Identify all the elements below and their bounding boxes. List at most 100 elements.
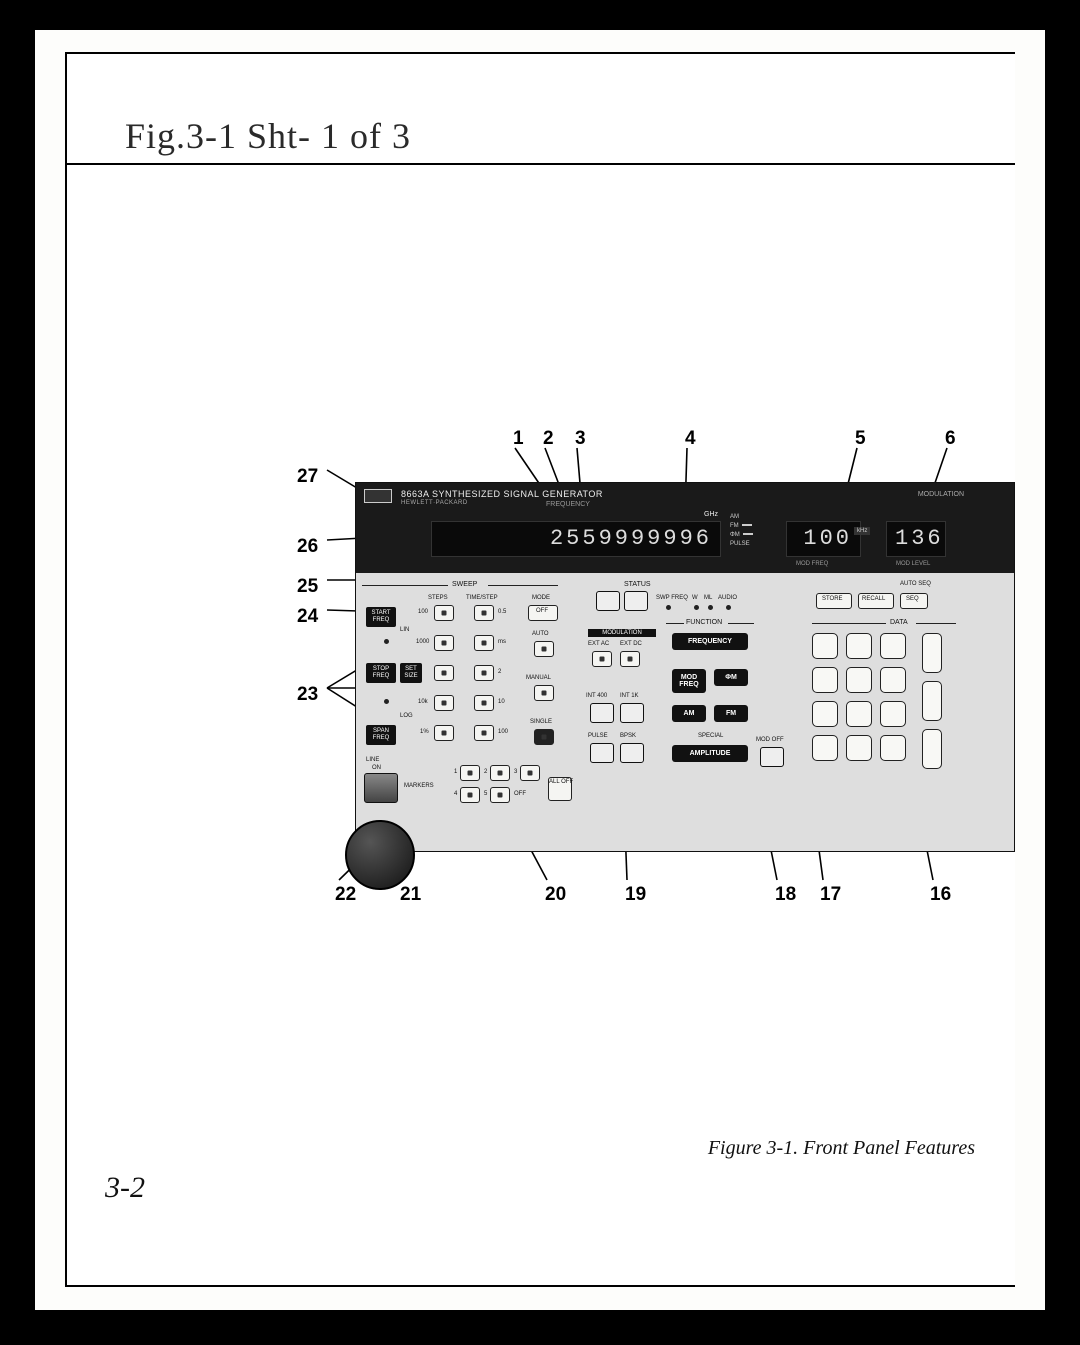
callout-23: 23 (297, 684, 318, 706)
frequency-section-label: FREQUENCY (546, 501, 590, 508)
step-setsize-button[interactable] (434, 665, 454, 681)
rule (916, 623, 956, 624)
marker-3-button[interactable] (520, 765, 540, 781)
khz-unit-label: kHz (854, 527, 870, 535)
mk-all-label: ALL OFF (549, 779, 573, 786)
special-label: SPECIAL (698, 733, 723, 739)
mode-auto-label: AUTO (532, 631, 549, 637)
hp-logo (364, 489, 392, 503)
keypad-minus[interactable] (880, 735, 906, 761)
timestep-05-button[interactable] (474, 605, 494, 621)
callout-27: 27 (297, 466, 318, 488)
mode-manual-label: MANUAL (526, 675, 551, 681)
timestep-100-button[interactable] (474, 725, 494, 741)
mode-auto-button[interactable] (534, 641, 554, 657)
rule (666, 623, 684, 624)
ts-10-label: 10 (498, 699, 505, 705)
callout-6: 6 (945, 428, 956, 450)
audio-label: AUDIO (718, 595, 737, 601)
mod-freq-display: 100 (786, 521, 861, 557)
keypad-6[interactable] (880, 667, 906, 693)
line-power-switch[interactable] (364, 773, 398, 803)
mode-single-button[interactable] (534, 729, 554, 745)
keypad-9[interactable] (880, 633, 906, 659)
line-on-label: ON (372, 765, 381, 771)
step-100-button[interactable] (434, 605, 454, 621)
span-freq-button[interactable]: SPAN FREQ (366, 725, 396, 745)
mode-off-label: OFF (536, 608, 548, 614)
fm-annunciator: FM (730, 523, 739, 529)
units-mhz-button[interactable] (922, 681, 942, 721)
scanned-page: Fig.3-1 Sht- 1 of 3 Figure 3-1. Front Pa… (35, 30, 1045, 1310)
int-1k-button[interactable] (620, 703, 644, 723)
marker-5-button[interactable] (490, 787, 510, 803)
start-freq-button[interactable]: START FREQ (366, 607, 396, 627)
amplitude-button[interactable]: AMPLITUDE (672, 745, 748, 762)
fm-button[interactable]: FM (714, 705, 748, 722)
int-400-button[interactable] (590, 703, 614, 723)
timestep-ms-button[interactable] (474, 635, 494, 651)
callout-5: 5 (855, 428, 866, 450)
mod-off-button[interactable] (760, 747, 784, 767)
step-1pct-label: 1% (420, 729, 429, 735)
phim-button[interactable]: ΦM (714, 669, 748, 686)
led (666, 605, 671, 610)
extac-label: EXT AC (588, 641, 609, 647)
keypad-dot[interactable] (846, 735, 872, 761)
modoff-label: MOD OFF (756, 737, 784, 743)
frequency-button[interactable]: FREQUENCY (672, 633, 748, 650)
rpg-knob[interactable] (345, 820, 415, 890)
keypad-1[interactable] (812, 701, 838, 727)
mod-freq-button[interactable]: MOD FREQ (672, 669, 706, 693)
callout-2: 2 (543, 428, 554, 450)
mode-manual-button[interactable] (534, 685, 554, 701)
keypad-8[interactable] (846, 633, 872, 659)
rule (812, 623, 886, 624)
marker-2-button[interactable] (490, 765, 510, 781)
keypad-0[interactable] (812, 735, 838, 761)
sweep-label: SWEEP (452, 581, 477, 588)
seq-label: SEQ (906, 596, 919, 602)
led (384, 699, 389, 704)
callout-21: 21 (400, 884, 421, 906)
mod-level-display: 136 (886, 521, 946, 557)
callout-25: 25 (297, 576, 318, 598)
mod-level-sublabel: MOD LEVEL (896, 561, 930, 567)
set-size-button[interactable]: SET SIZE (400, 663, 422, 683)
ext-ac-button[interactable] (592, 651, 612, 667)
keypad-5[interactable] (846, 667, 872, 693)
lin-label: LIN (400, 627, 409, 633)
units-khz-button[interactable] (922, 729, 942, 769)
bpsk-button[interactable] (620, 743, 644, 763)
marker-4-button[interactable] (460, 787, 480, 803)
keypad-2[interactable] (846, 701, 872, 727)
timestep-2-button[interactable] (474, 665, 494, 681)
markers-label: MARKERS (404, 783, 434, 789)
ext-dc-button[interactable] (620, 651, 640, 667)
figure-caption: Figure 3-1. Front Panel Features (708, 1137, 975, 1160)
pulse-button[interactable] (590, 743, 614, 763)
steps-label: STEPS (428, 595, 448, 601)
stop-freq-button[interactable]: STOP FREQ (366, 663, 396, 683)
status-indicator-2 (624, 591, 648, 611)
step-1000-button[interactable] (434, 635, 454, 651)
step-1pct-button[interactable] (434, 725, 454, 741)
keypad-4[interactable] (812, 667, 838, 693)
keypad-7[interactable] (812, 633, 838, 659)
step-10k-button[interactable] (434, 695, 454, 711)
keypad-3[interactable] (880, 701, 906, 727)
callout-3: 3 (575, 428, 586, 450)
w-label: W (692, 595, 698, 601)
int400-label: INT 400 (586, 693, 607, 699)
ts-100-label: 100 (498, 729, 508, 735)
am-annunciator: AM (730, 514, 739, 520)
mk3-label: 3 (514, 769, 517, 775)
step-10k-label: 10k (418, 699, 428, 705)
timestep-10-button[interactable] (474, 695, 494, 711)
units-ghz-button[interactable] (922, 633, 942, 673)
handwritten-annotation: Fig.3-1 Sht- 1 of 3 (125, 115, 411, 157)
marker-1-button[interactable] (460, 765, 480, 781)
am-button[interactable]: AM (672, 705, 706, 722)
callout-17: 17 (820, 884, 841, 906)
control-section: SWEEP STEPS TIME/STEP MODE START FREQ LI… (356, 573, 1014, 852)
